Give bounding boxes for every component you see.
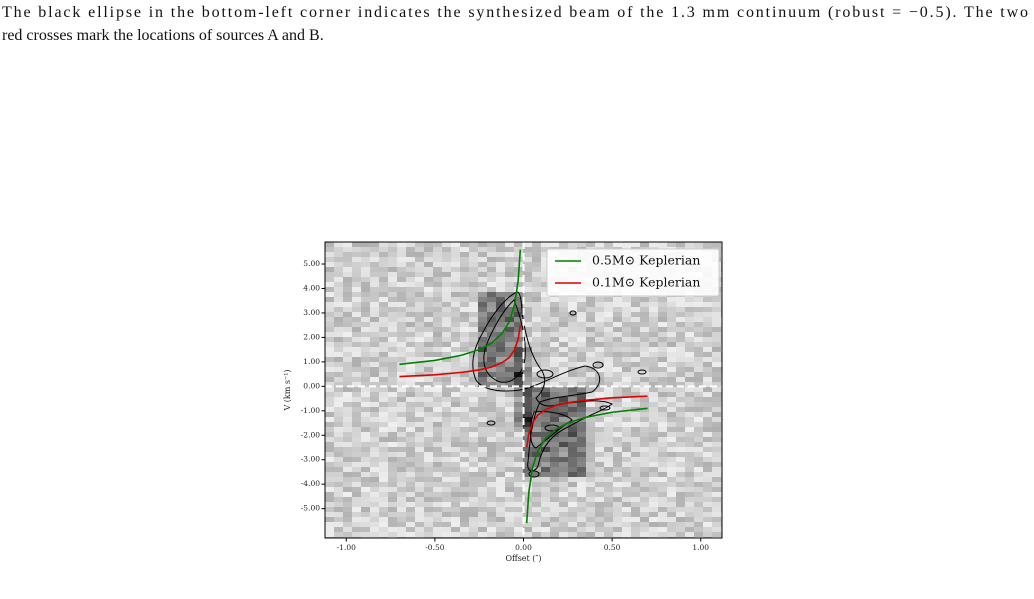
y-tick-label: 2.00 (303, 332, 320, 341)
chart: -1.00 -0.50 0.00 0.50 1.00 5.00 4.00 3.00 2.00 1.… (283, 241, 723, 563)
y-tick-label: 0.00 (303, 381, 320, 390)
y-tick-label: -2.00 (301, 430, 320, 439)
y-tick-label: 5.00 (303, 259, 320, 268)
caption-line: red crosses mark the locations of source… (2, 27, 324, 44)
y-tick-label: 3.00 (303, 308, 320, 317)
kepler-curve (399, 325, 648, 448)
y-tick-label: -1.00 (301, 406, 320, 415)
y-tick-label: -5.00 (301, 504, 320, 513)
y-tick-label: 4.00 (303, 283, 320, 292)
x-tick-label: 0.00 (515, 543, 532, 552)
y-tick-label: -4.00 (301, 479, 320, 488)
kepler-curve (399, 249, 648, 524)
x-tick-label: 1.00 (692, 543, 709, 552)
x-tick-label: 0.50 (604, 543, 621, 552)
x-tick-label: -0.50 (425, 543, 444, 552)
legend-box (546, 248, 720, 297)
y-tick-label: 1.00 (303, 357, 320, 366)
y-axis-label: V (km s⁻¹) (283, 369, 292, 411)
legend-label: 0.5M⊙ Keplerian (592, 253, 700, 268)
legend-label: 0.1M⊙ Keplerian (592, 275, 700, 290)
x-tick-label: -1.00 (337, 543, 356, 552)
caption-line: The black ellipse in the bottom-left cor… (2, 4, 1028, 21)
y-tick-label: -3.00 (301, 455, 320, 464)
x-axis-label: Offset (″) (505, 554, 541, 563)
